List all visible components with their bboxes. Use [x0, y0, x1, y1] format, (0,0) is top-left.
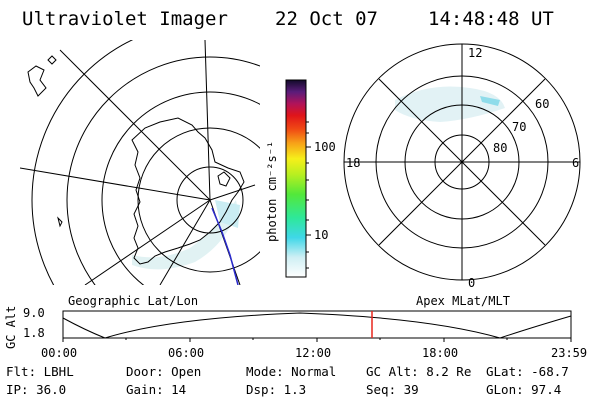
geographic-map: [20, 40, 260, 285]
aurora-emission-left: [132, 200, 240, 270]
info-seq: Seq: 39: [366, 382, 419, 397]
aurora-emission-right: [395, 86, 505, 122]
colorbar-tick-10: 10: [314, 228, 329, 242]
altitude-ylabel: GC Alt: [4, 305, 18, 349]
info-glon: GLon: 97.4: [486, 382, 562, 397]
info-gcalt: GC Alt: 8.2 Re: [366, 364, 472, 379]
apex-caption: Apex MLat/MLT: [416, 294, 510, 308]
altitude-y-top: 9.0: [23, 306, 45, 320]
info-ip: IP: 36.0: [6, 382, 67, 397]
mlt-label-18: 18: [346, 156, 361, 170]
colorbar-tick-100: 100: [314, 140, 336, 154]
colorbar: [285, 79, 307, 278]
altitude-curve: [62, 312, 572, 339]
info-door: Door: Open: [126, 364, 202, 379]
info-flt: Flt: LBHL: [6, 364, 74, 379]
altitude-y-bottom: 1.8: [23, 326, 45, 340]
x-tick-0600: 06:00: [168, 346, 205, 360]
info-gain: Gain: 14: [126, 382, 187, 397]
mlat-label-80: 80: [493, 141, 508, 155]
mlt-label-12: 12: [468, 46, 483, 60]
magnetic-map: [343, 43, 581, 281]
colorbar-unit: photon cm⁻²s⁻¹: [265, 140, 279, 242]
mlt-label-6: 6: [572, 156, 580, 170]
colorbar-ticks: [306, 121, 311, 269]
geographic-caption: Geographic Lat/Lon: [68, 294, 199, 308]
info-mode: Mode: Normal: [246, 364, 337, 379]
altitude-plot: [62, 310, 572, 342]
antarctica-coastline: [131, 117, 245, 265]
mlt-label-0: 0: [468, 276, 476, 290]
time: 14:48:48 UT: [428, 8, 554, 30]
mlat-label-70: 70: [512, 120, 527, 134]
title: Ultraviolet Imager: [22, 8, 228, 30]
x-tick-2359: 23:59: [551, 346, 588, 360]
x-tick-0000: 00:00: [41, 346, 78, 360]
x-tick-1800: 18:00: [422, 346, 459, 360]
mlat-label-60: 60: [535, 97, 550, 111]
info-dsp: Dsp: 1.3: [246, 382, 307, 397]
satellite-track: [211, 207, 239, 285]
info-glat: GLat: -68.7: [486, 364, 569, 379]
date: 22 Oct 07: [275, 8, 378, 30]
x-tick-1200: 12:00: [295, 346, 332, 360]
